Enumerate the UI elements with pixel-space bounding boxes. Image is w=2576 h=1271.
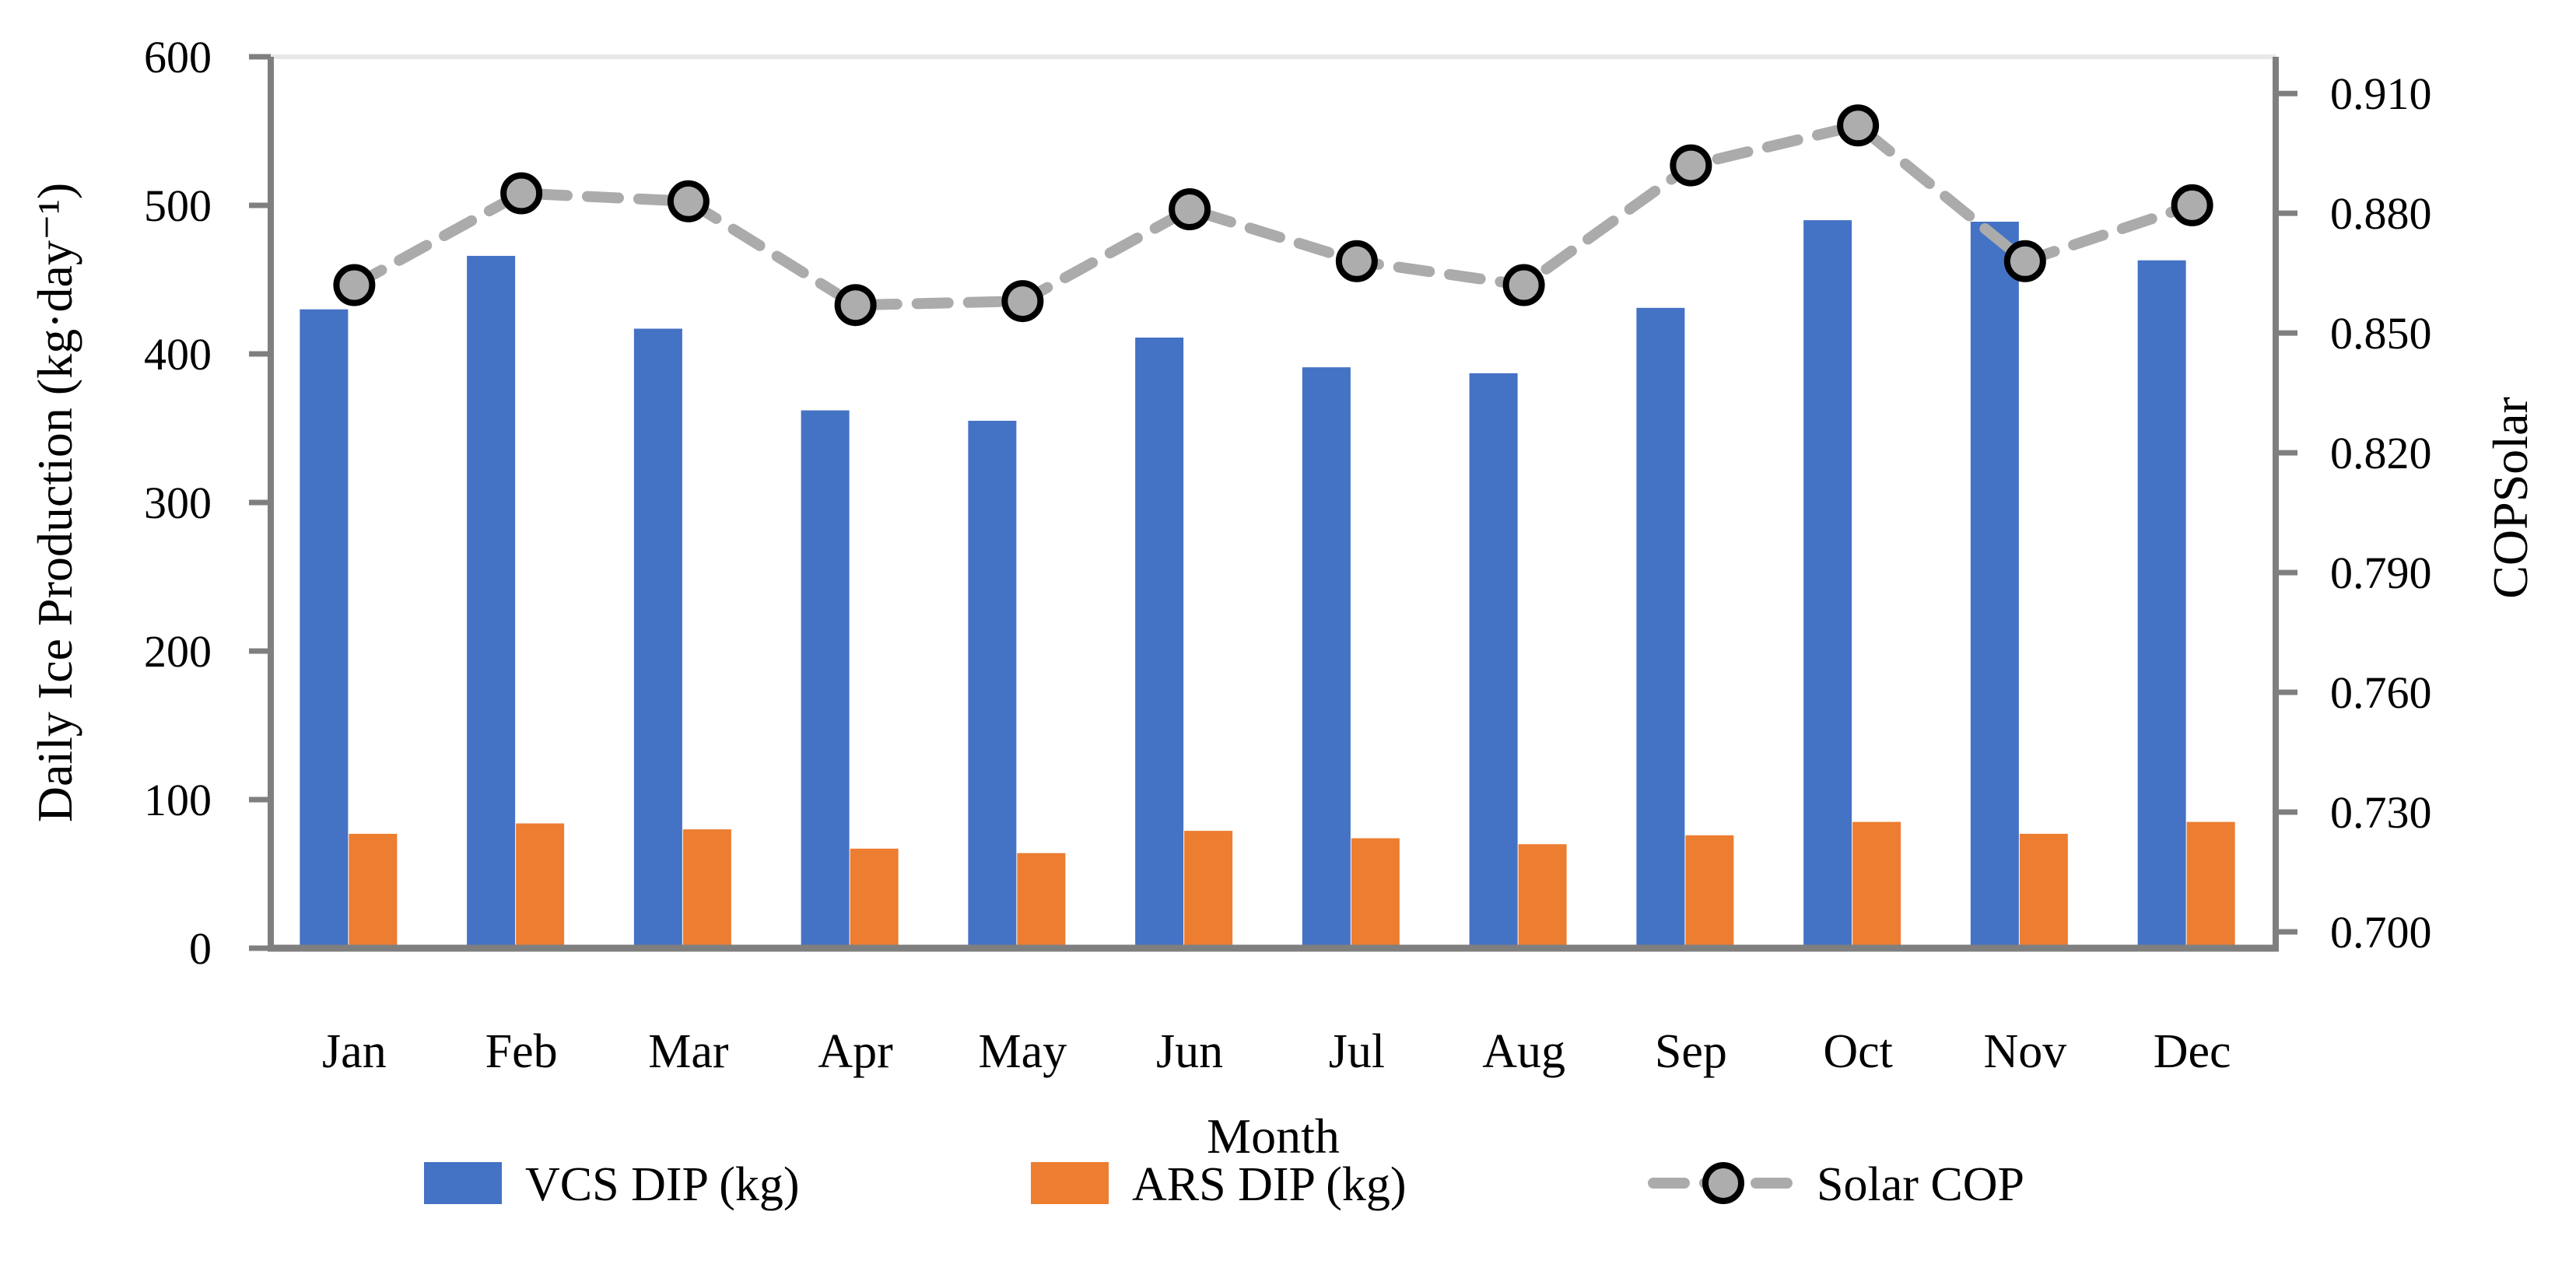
- solar-cop-marker-feb: [500, 172, 543, 215]
- vcs-dip-bar-oct: [1803, 220, 1852, 949]
- ars-dip-bar-dec: [2186, 821, 2235, 948]
- vcs-dip-bar-jul: [1302, 367, 1351, 948]
- legend-swatch-ars-dip: [1031, 1162, 1109, 1204]
- ars-dip-bar-may: [1017, 853, 1066, 948]
- x-tick-label-nov: Nov: [1983, 1025, 2066, 1078]
- vcs-dip-bar-aug: [1469, 373, 1518, 949]
- solar-cop-marker-oct: [1837, 104, 1880, 147]
- ars-dip-bar-jun: [1184, 831, 1233, 948]
- ars-dip-bar-jul: [1351, 838, 1400, 948]
- solar-cop-line: [349, 119, 2198, 311]
- solar-cop-marker-aug: [1502, 264, 1545, 306]
- legend-marker-solar-cop-icon: [1702, 1162, 1744, 1204]
- vcs-dip-bar-feb: [467, 255, 516, 948]
- left-axis-tick-label: 300: [144, 478, 212, 528]
- left-axis-tick-label: 500: [144, 180, 212, 231]
- vcs-dip-bar-sep: [1636, 307, 1685, 948]
- solar-cop-marker-apr: [834, 284, 877, 327]
- legend-label-ars-dip: ARS DIP (kg): [1132, 1158, 1407, 1211]
- ars-dip-bar-aug: [1518, 844, 1567, 948]
- right-axis-tick-label: 0.700: [2330, 907, 2432, 958]
- x-tick-label-jun: Jun: [1156, 1025, 1223, 1078]
- x-tick-label-jan: Jan: [322, 1025, 387, 1078]
- ars-dip-bar-feb: [516, 823, 565, 948]
- ars-dip-bar-jan: [349, 833, 398, 948]
- x-tick-label-jul: Jul: [1329, 1025, 1385, 1078]
- x-tick-label-oct: Oct: [1823, 1025, 1893, 1078]
- right-axis-tick-label: 0.820: [2330, 428, 2432, 478]
- solar-cop-marker-jan: [333, 264, 376, 306]
- ars-dip-bar-sep: [1685, 835, 1734, 948]
- x-tick-label-aug: Aug: [1482, 1025, 1565, 1078]
- left-axis-tick-label: 600: [144, 32, 212, 82]
- right-axis-title: COPSolar: [2483, 397, 2538, 599]
- x-tick-label-mar: Mar: [648, 1025, 729, 1078]
- left-axis-tick-label: 400: [144, 329, 212, 380]
- left-axis-tick-label: 100: [144, 775, 212, 825]
- vcs-dip-bar-jun: [1135, 337, 1184, 948]
- solar-cop-marker-nov: [2003, 240, 2046, 282]
- vcs-dip-bar-dec: [2137, 260, 2186, 948]
- right-axis-tick-label: 0.790: [2330, 548, 2432, 598]
- ars-dip-bar-oct: [1852, 821, 1901, 948]
- ars-dip-bar-mar: [682, 829, 731, 948]
- vcs-dip-bar-apr: [801, 410, 850, 948]
- left-axis-tick-label: 200: [144, 626, 212, 677]
- solar-cop-marker-dec: [2171, 184, 2213, 226]
- x-tick-label-apr: Apr: [818, 1025, 893, 1078]
- solar-cop-marker-mar: [667, 180, 710, 222]
- legend-label-vcs-dip: VCS DIP (kg): [525, 1158, 800, 1211]
- solar-cop-marker-jun: [1169, 188, 1211, 231]
- right-axis-tick-label: 0.880: [2330, 188, 2432, 239]
- legend-swatch-vcs-dip: [424, 1162, 502, 1204]
- left-axis-tick-label: 0: [189, 923, 212, 974]
- solar-cop-marker-may: [1001, 280, 1044, 323]
- solar-cop-marker-jul: [1335, 240, 1378, 282]
- x-tick-label-feb: Feb: [485, 1025, 558, 1078]
- right-axis-tick-label: 0.850: [2330, 308, 2432, 359]
- x-tick-label-sep: Sep: [1655, 1025, 1727, 1078]
- x-tick-label-may: May: [979, 1025, 1067, 1078]
- ars-dip-bar-nov: [2019, 833, 2068, 948]
- x-axis-title: Month: [1207, 1108, 1340, 1164]
- vcs-dip-bar-may: [968, 420, 1017, 948]
- right-axis-tick-label: 0.760: [2330, 667, 2432, 718]
- legend-label-solar-cop: Solar COP: [1817, 1158, 2024, 1211]
- left-axis-title: Daily Ice Production (kg·day⁻¹): [27, 183, 82, 823]
- vcs-dip-bar-nov: [1970, 222, 2019, 948]
- vcs-dip-bar-mar: [633, 328, 682, 948]
- solar-cop-marker-sep: [1670, 144, 1712, 187]
- ars-dip-bar-apr: [850, 849, 899, 948]
- right-axis-tick-label: 0.730: [2330, 787, 2432, 838]
- vcs-dip-bar-jan: [300, 309, 349, 948]
- x-tick-label-dec: Dec: [2154, 1025, 2231, 1078]
- right-axis-tick-label: 0.910: [2330, 68, 2432, 119]
